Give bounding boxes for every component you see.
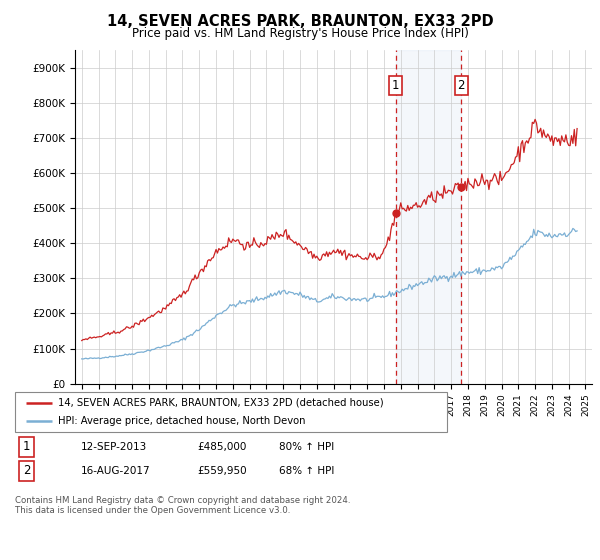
Bar [396,50,461,384]
Text: 68% ↑ HPI: 68% ↑ HPI [280,465,335,475]
Text: 16-AUG-2017: 16-AUG-2017 [81,465,151,475]
Text: Contains HM Land Registry data © Crown copyright and database right 2024.
This d: Contains HM Land Registry data © Crown c… [15,496,350,515]
Text: £559,950: £559,950 [198,465,247,475]
Text: £485,000: £485,000 [198,442,247,452]
Text: 14, SEVEN ACRES PARK, BRAUNTON, EX33 2PD (detached house): 14, SEVEN ACRES PARK, BRAUNTON, EX33 2PD… [58,398,384,408]
Text: 1: 1 [392,79,400,92]
Text: 12-SEP-2013: 12-SEP-2013 [81,442,148,452]
Text: 2: 2 [457,79,465,92]
Text: Price paid vs. HM Land Registry's House Price Index (HPI): Price paid vs. HM Land Registry's House … [131,27,469,40]
FancyBboxPatch shape [15,392,447,432]
Text: 80% ↑ HPI: 80% ↑ HPI [280,442,335,452]
Text: HPI: Average price, detached house, North Devon: HPI: Average price, detached house, Nort… [58,417,306,426]
Text: 14, SEVEN ACRES PARK, BRAUNTON, EX33 2PD: 14, SEVEN ACRES PARK, BRAUNTON, EX33 2PD [107,14,493,29]
Text: 2: 2 [23,464,31,477]
Text: 1: 1 [23,440,31,453]
